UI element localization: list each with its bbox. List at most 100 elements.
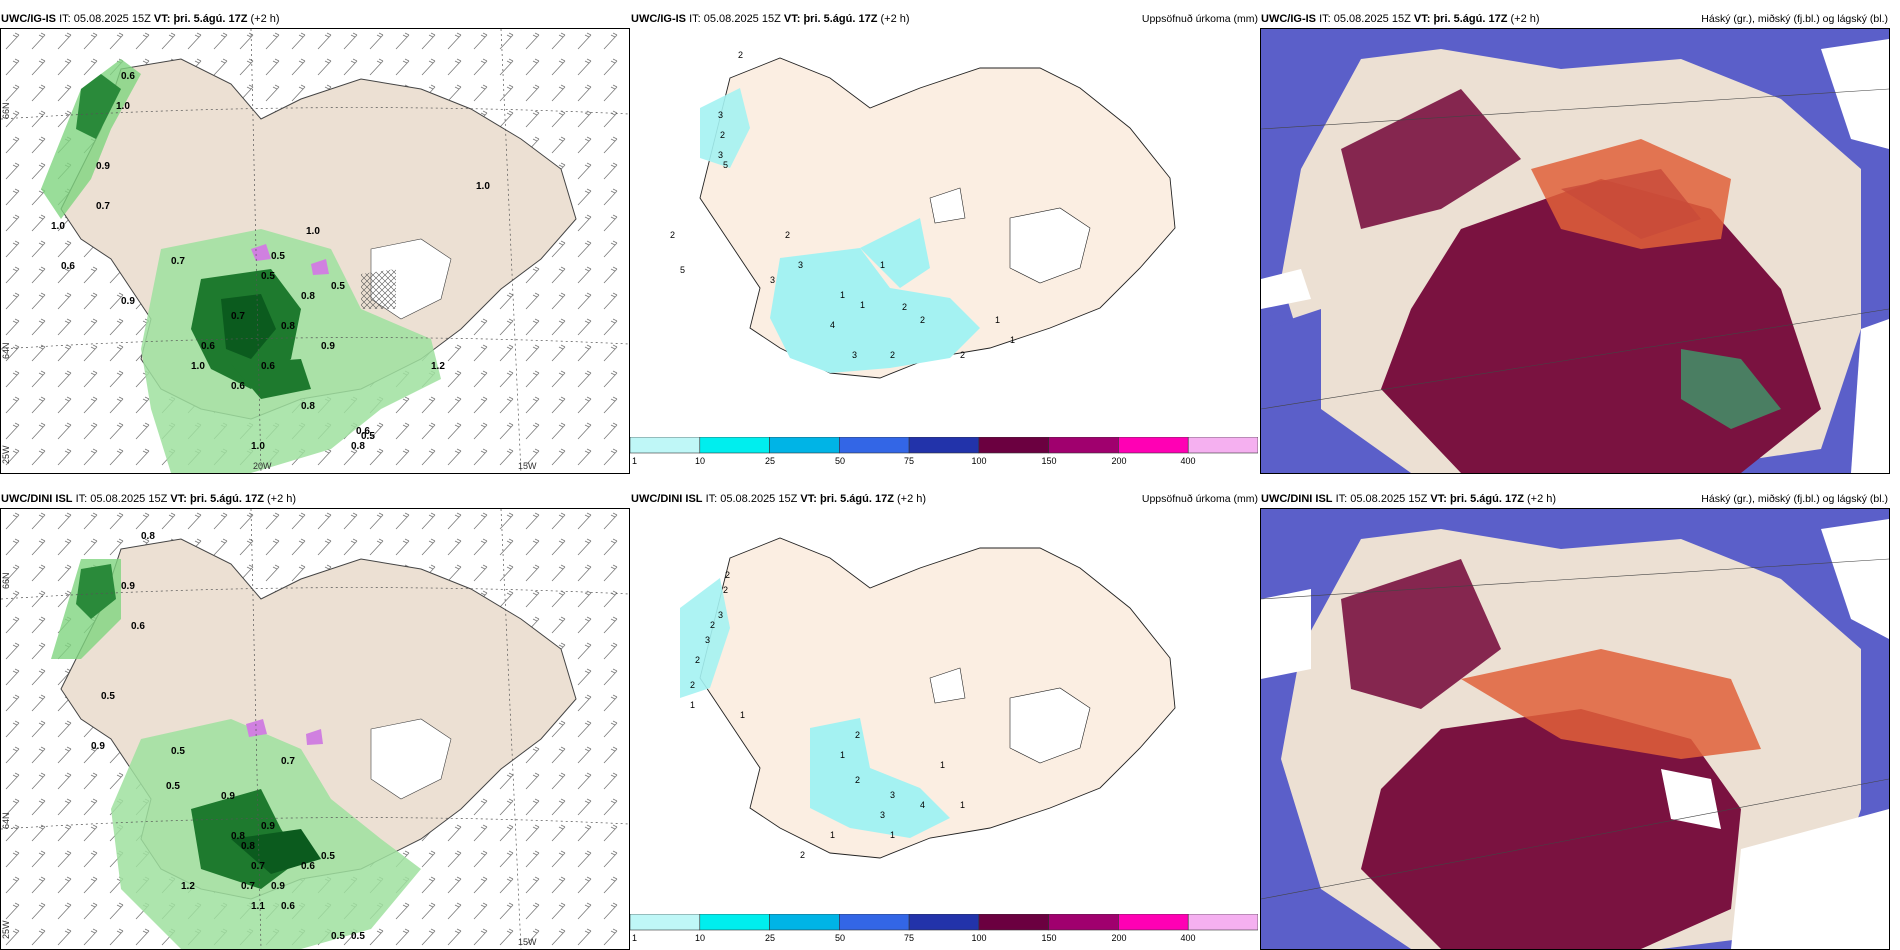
lon-label: 15W [518, 461, 537, 471]
vt-value: þri. 5.ágú. 17Z [173, 13, 248, 25]
colorbar-segment [769, 913, 840, 931]
vt-label: VT: [1413, 13, 1431, 25]
panel-title: Háský (gr.), miðský (fj.bl.) og lágský (… [1701, 493, 1888, 505]
model-name: UWC/IG-IS [1, 13, 56, 25]
it-label: IT: [59, 13, 71, 25]
it-value: 05.08.2025 15Z [1333, 13, 1411, 25]
map-value-label: 0.6 [356, 426, 370, 437]
vt-label: VT: [783, 13, 801, 25]
model-name: UWC/DINI ISL [631, 493, 703, 505]
map-value-label: 1 [840, 290, 845, 300]
panel-header: UWC/IG-IS IT: 05.08.2025 15Z VT: þri. 5.… [630, 10, 1260, 28]
lat-label: 64N [1, 812, 11, 829]
panel-bottom-precip: UWC/DINI ISL IT: 05.08.2025 15Z VT: þri.… [629, 490, 1260, 950]
map-value-label: 2 [890, 350, 895, 360]
map-value-label: 3 [880, 810, 885, 820]
map-value-label: 1 [740, 710, 745, 720]
it-label: IT: [705, 493, 718, 505]
map-value-label: 0.8 [141, 531, 155, 542]
panel-top-wind: UWC/IG-IS IT: 05.08.2025 15Z VT: þri. 5.… [0, 10, 630, 480]
map-value-label: 3 [718, 610, 723, 620]
vt-value: þri. 5.ágú. 17Z [1433, 13, 1508, 25]
map-value-label: 0.5 [261, 271, 275, 282]
map-value-label: 2 [738, 50, 743, 60]
map-value-label: 2 [695, 655, 700, 665]
map-value-label: 2 [855, 730, 860, 740]
colorbar-segment [908, 436, 980, 454]
map-value-label: 0.6 [131, 621, 145, 632]
panel-title: Háský (gr.), miðský (fj.bl.) og lágský (… [1701, 13, 1888, 25]
map-value-label: 2 [725, 570, 730, 580]
map-value-label: 1 [995, 315, 1000, 325]
colorbar [629, 436, 1259, 454]
wind-map: 66N 64N 25W 15W 0.8 0.9 0.6 0.5 0.9 0.5 0.7 0.5… [0, 508, 630, 950]
panel-header: UWC/DINI ISL IT: 05.08.2025 15Z VT: þri.… [1260, 490, 1890, 508]
panel-top-cloud: UWC/IG-IS IT: 05.08.2025 15Z VT: þri. 5.… [1260, 10, 1890, 480]
map-value-label: 0.8 [351, 441, 365, 452]
vt-value: þri. 5.ágú. 17Z [189, 493, 264, 505]
map-value-label: 4 [830, 320, 835, 330]
lon-label: 25W [1, 445, 11, 464]
wind-map: 66N 64N 25W 20W 15W 0.6 1.0 0.9 0.7 1.0 0.6 0.… [0, 28, 630, 474]
lat-label: 66N [1, 572, 11, 589]
map-value-label: 0.8 [231, 831, 245, 842]
map-value-label: 1 [830, 830, 835, 840]
map-value-label: 0.5 [271, 251, 285, 262]
map-value-label: 1.2 [181, 881, 195, 892]
it-value: 05.08.2025 15Z [73, 13, 151, 25]
map-value-label: 1 [880, 260, 885, 270]
colorbar-segment [978, 436, 1049, 454]
lead-time: (+2 h) [896, 493, 927, 505]
map-value-label: 0.6 [201, 341, 215, 352]
colorbar-segment [839, 913, 910, 931]
lon-label: 20W [253, 461, 272, 471]
map-value-label: 3 [852, 350, 857, 360]
map-value-label: 0.9 [321, 341, 335, 352]
map-value-label: 1.0 [251, 441, 265, 452]
map-value-label: 0.5 [321, 851, 335, 862]
map-value-label: 5 [680, 265, 685, 275]
colorbar-segment [978, 913, 1049, 931]
colorbar-segment [1048, 436, 1119, 454]
colorbar [629, 913, 1259, 931]
vt-value: þri. 5.ágú. 17Z [1449, 493, 1524, 505]
map-value-label: 0.7 [231, 311, 245, 322]
lat-label: 66N [1, 102, 11, 119]
lead-time: (+2 h) [880, 13, 910, 25]
colorbar-segment [699, 436, 770, 454]
map-value-label: 0.6 [301, 861, 315, 872]
panel-bottom-cloud: UWC/DINI ISL IT: 05.08.2025 15Z VT: þri.… [1260, 490, 1890, 950]
map-value-label: 0.7 [96, 201, 110, 212]
colorbar-segment [1187, 913, 1259, 931]
map-value-label: 0.9 [91, 741, 105, 752]
map-value-label: 2 [855, 775, 860, 785]
vt-value: þri. 5.ágú. 17Z [819, 493, 894, 505]
vt-label: VT: [170, 493, 187, 505]
map-value-label: 3 [718, 110, 723, 120]
map-value-label: 0.9 [96, 161, 110, 172]
map-value-label: 0.5 [101, 691, 115, 702]
model-name: UWC/IG-IS [631, 13, 686, 25]
panel-title: Uppsöfnuð úrkoma (mm) [1141, 13, 1258, 25]
map-value-label: 0.8 [281, 321, 295, 332]
map-value-label: 0.5 [361, 431, 375, 442]
map-value-label: 2 [920, 315, 925, 325]
map-value-label: 2 [723, 585, 728, 595]
map-value-label: 1 [940, 760, 945, 770]
map-value-label: 0.5 [171, 746, 185, 757]
vt-label: VT: [1430, 493, 1447, 505]
map-value-label: 5 [723, 160, 728, 170]
map-value-label: 2 [785, 230, 790, 240]
map-value-label: 0.7 [281, 756, 295, 767]
colorbar-segment [769, 436, 840, 454]
map-value-label: 1.0 [476, 181, 490, 192]
model-name: UWC/DINI ISL [1261, 493, 1333, 505]
map-value-label: 2 [902, 302, 907, 312]
panel-top-precip: UWC/IG-IS IT: 05.08.2025 15Z VT: þri. 5.… [629, 10, 1260, 480]
lon-label: 25W [1, 920, 11, 939]
panel-header: UWC/DINI ISL IT: 05.08.2025 15Z VT: þri.… [0, 490, 630, 508]
colorbar-segment [1118, 913, 1189, 931]
panel-header: UWC/DINI ISL IT: 05.08.2025 15Z VT: þri.… [630, 490, 1260, 508]
